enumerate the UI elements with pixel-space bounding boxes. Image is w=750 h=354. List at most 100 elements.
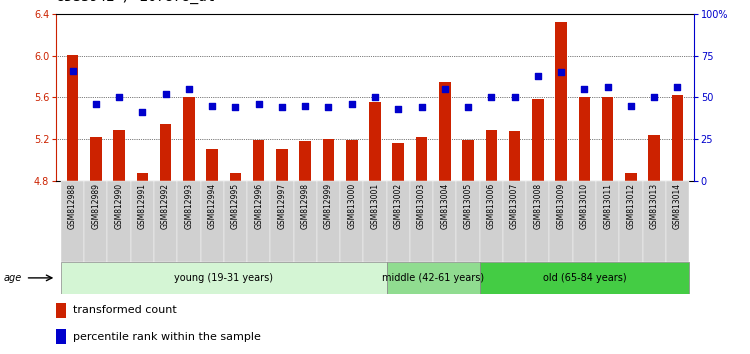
FancyBboxPatch shape <box>503 181 526 262</box>
Text: young (19-31 years): young (19-31 years) <box>174 273 273 283</box>
Text: transformed count: transformed count <box>73 305 176 315</box>
Text: GSM813003: GSM813003 <box>417 183 426 229</box>
Point <box>485 95 497 100</box>
FancyBboxPatch shape <box>247 181 270 262</box>
Bar <box>625 173 637 181</box>
Bar <box>113 130 125 181</box>
FancyBboxPatch shape <box>61 262 387 294</box>
Bar <box>56 303 67 318</box>
Point <box>183 86 195 92</box>
FancyBboxPatch shape <box>573 181 596 262</box>
Text: GSM812996: GSM812996 <box>254 183 263 229</box>
FancyBboxPatch shape <box>61 181 84 262</box>
Text: GSM813013: GSM813013 <box>650 183 658 229</box>
Bar <box>276 149 288 181</box>
FancyBboxPatch shape <box>107 181 130 262</box>
Bar <box>136 173 148 181</box>
FancyBboxPatch shape <box>154 181 177 262</box>
Bar <box>56 329 67 344</box>
FancyBboxPatch shape <box>457 181 480 262</box>
Bar <box>578 97 590 181</box>
Bar <box>602 97 613 181</box>
Point <box>555 70 567 75</box>
Text: GSM812994: GSM812994 <box>208 183 217 229</box>
Text: GSM812990: GSM812990 <box>115 183 124 229</box>
FancyBboxPatch shape <box>643 181 666 262</box>
FancyBboxPatch shape <box>387 262 480 294</box>
Point <box>230 104 242 110</box>
Text: GSM813011: GSM813011 <box>603 183 612 229</box>
Point <box>392 106 404 112</box>
Point <box>462 104 474 110</box>
Bar <box>439 82 451 181</box>
Bar <box>509 131 520 181</box>
Text: GSM813009: GSM813009 <box>556 183 566 229</box>
Text: GSM812993: GSM812993 <box>184 183 194 229</box>
Point <box>299 103 311 108</box>
FancyBboxPatch shape <box>130 181 154 262</box>
Text: GSM813012: GSM813012 <box>626 183 635 229</box>
Bar <box>416 137 428 181</box>
Text: GSM812999: GSM812999 <box>324 183 333 229</box>
Bar <box>672 95 683 181</box>
Text: age: age <box>4 273 22 283</box>
Bar <box>299 141 311 181</box>
Bar <box>90 137 101 181</box>
Point <box>439 86 451 92</box>
FancyBboxPatch shape <box>480 181 503 262</box>
Text: GSM813000: GSM813000 <box>347 183 356 229</box>
Point <box>416 104 428 110</box>
Text: old (65-84 years): old (65-84 years) <box>542 273 626 283</box>
Text: GSM813006: GSM813006 <box>487 183 496 229</box>
FancyBboxPatch shape <box>666 181 689 262</box>
Bar <box>532 99 544 181</box>
FancyBboxPatch shape <box>620 181 643 262</box>
Text: GSM813007: GSM813007 <box>510 183 519 229</box>
Text: GSM813010: GSM813010 <box>580 183 589 229</box>
FancyBboxPatch shape <box>526 181 550 262</box>
Text: GSM813001: GSM813001 <box>370 183 380 229</box>
Point <box>276 104 288 110</box>
Point <box>136 109 148 115</box>
FancyBboxPatch shape <box>177 181 200 262</box>
Text: GSM812988: GSM812988 <box>68 183 77 229</box>
Text: GSM813008: GSM813008 <box>533 183 542 229</box>
Point <box>369 95 381 100</box>
Text: GSM812998: GSM812998 <box>301 183 310 229</box>
Point <box>648 95 660 100</box>
Bar <box>649 135 660 181</box>
FancyBboxPatch shape <box>480 262 689 294</box>
Text: GSM813002: GSM813002 <box>394 183 403 229</box>
Point <box>67 68 79 74</box>
Text: GSM813005: GSM813005 <box>464 183 472 229</box>
Text: GSM813014: GSM813014 <box>673 183 682 229</box>
Point <box>578 86 590 92</box>
Point <box>532 73 544 79</box>
FancyBboxPatch shape <box>270 181 293 262</box>
Point <box>671 85 683 90</box>
Text: GSM812992: GSM812992 <box>161 183 170 229</box>
Bar <box>253 140 265 181</box>
Bar <box>555 23 567 181</box>
Bar <box>206 149 218 181</box>
FancyBboxPatch shape <box>293 181 316 262</box>
FancyBboxPatch shape <box>200 181 223 262</box>
Bar <box>160 124 172 181</box>
Point <box>322 104 334 110</box>
Point <box>602 85 613 90</box>
Bar <box>183 97 195 181</box>
FancyBboxPatch shape <box>340 181 363 262</box>
Text: middle (42-61 years): middle (42-61 years) <box>382 273 484 283</box>
FancyBboxPatch shape <box>387 181 410 262</box>
Text: GDS3942 / 207878_at: GDS3942 / 207878_at <box>56 0 215 4</box>
Text: GSM812989: GSM812989 <box>92 183 100 229</box>
FancyBboxPatch shape <box>316 181 340 262</box>
FancyBboxPatch shape <box>363 181 387 262</box>
Point <box>206 103 218 108</box>
Bar <box>67 55 78 181</box>
Text: GSM812995: GSM812995 <box>231 183 240 229</box>
Bar <box>462 140 474 181</box>
Point <box>90 101 102 107</box>
Text: GSM812991: GSM812991 <box>138 183 147 229</box>
FancyBboxPatch shape <box>550 181 573 262</box>
